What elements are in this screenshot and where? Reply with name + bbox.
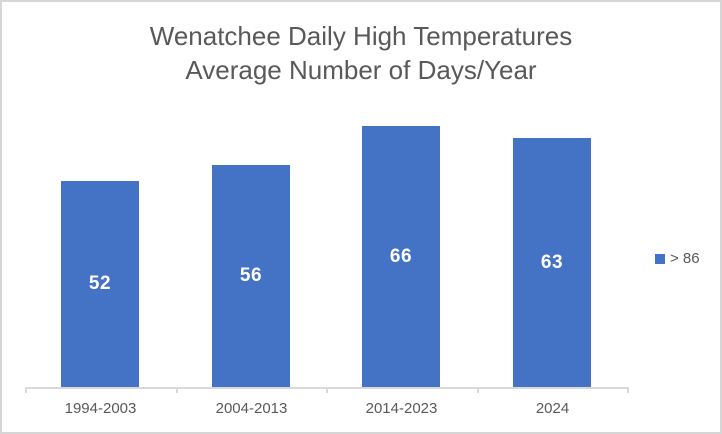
bar-data-label: 63 [540, 251, 564, 273]
bar-data-label: 52 [88, 273, 112, 294]
legend-label: > 86 [670, 250, 700, 267]
bar-2014-2023: 66 [362, 126, 440, 387]
x-axis-tick [176, 387, 178, 393]
chart-title: Wenatchee Daily High Temperatures Averag… [2, 19, 720, 87]
bar-1994-2003: 52 [61, 181, 139, 387]
x-axis-tick [25, 387, 27, 393]
bar-data-label: 56 [239, 265, 263, 286]
x-axis-category-label: 1994-2003 [64, 400, 137, 417]
x-axis-category-label: 2024 [535, 400, 570, 417]
x-axis-category-label: 2004-2013 [215, 400, 288, 417]
chart-title-line2: Average Number of Days/Year [185, 55, 537, 85]
x-axis-tick [477, 387, 479, 393]
chart-title-line1: Wenatchee Daily High Temperatures [149, 21, 573, 51]
bar-data-label: 66 [389, 245, 413, 267]
legend-swatch-icon [655, 253, 665, 264]
x-axis-tick [326, 387, 328, 393]
bar-2004-2013: 56 [212, 165, 290, 387]
x-axis-tick [627, 387, 629, 393]
x-axis-category-label: 2014-2023 [365, 400, 438, 417]
legend: > 86 [655, 250, 700, 267]
bar-2024: 63 [513, 138, 591, 387]
